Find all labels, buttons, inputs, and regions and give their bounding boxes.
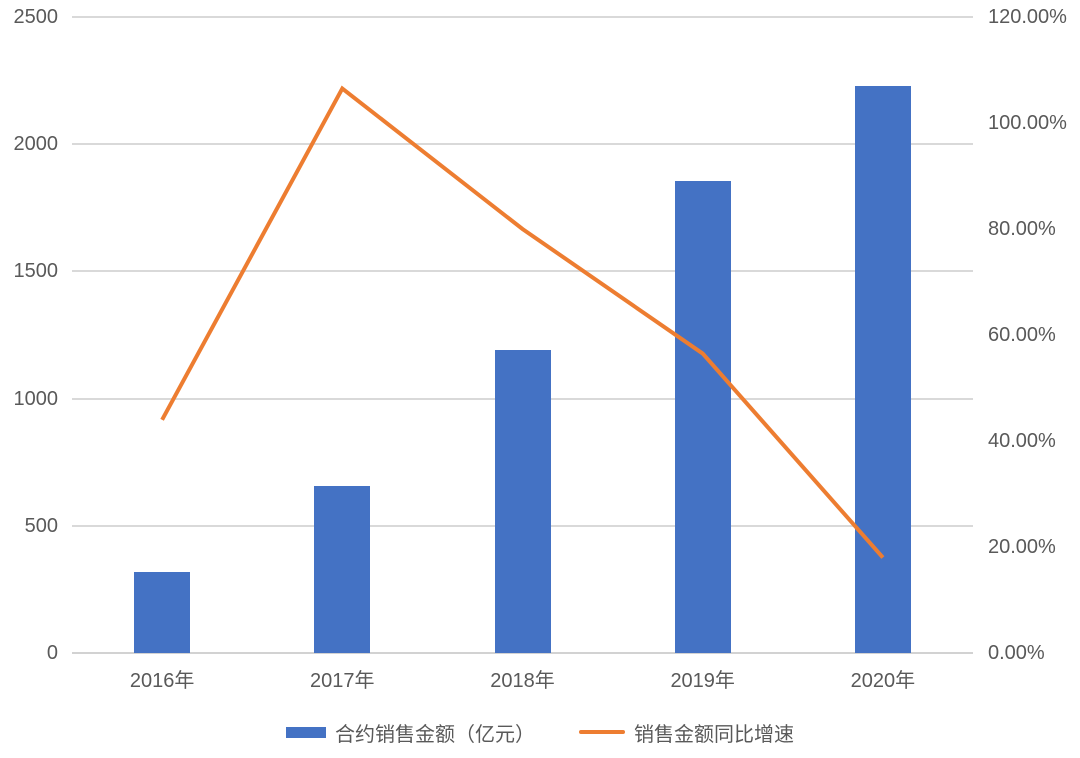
left-axis-tick-2000: 2000 [13,133,59,156]
x-axis-line [72,652,973,654]
legend: 合约销售金额（亿元） 销售金额同比增速 [0,716,1080,748]
bar-2020 [854,85,911,653]
right-axis-tick-100: 100.00% [988,112,1067,134]
x-axis-label-2019: 2019年 [670,670,735,692]
line-series-swatch-icon [579,730,625,734]
line-series-label: 销售金额同比增速 [634,723,794,746]
left-axis-tick-0: 0 [46,642,58,664]
bar-2018 [494,350,551,653]
gridline-2000 [72,143,973,146]
bar-2017 [314,485,371,653]
left-axis-tick-2500: 2500 [13,6,59,28]
x-axis-label-2020: 2020年 [850,670,916,692]
bar-2019 [674,181,731,653]
bar-series-swatch-icon [286,726,326,738]
right-axis-tick-120: 120.00% [988,6,1067,28]
gridline-1500 [72,270,973,273]
gridline-2500 [72,16,973,18]
left-axis-tick-1000: 1000 [13,387,59,410]
right-axis-tick-0: 0.00% [988,642,1045,664]
bar-series-label: 合约销售金额（亿元） [335,723,535,746]
x-axis-label-2016: 2016年 [129,670,195,692]
legend-item-bar-series: 合约销售金额（亿元） [286,718,535,747]
left-axis-tick-500: 500 [24,514,58,537]
right-axis-tick-80: 80.00% [988,218,1056,240]
x-axis-label-2017: 2017年 [310,670,375,692]
legend-item-line-series: 销售金额同比增速 [579,718,794,747]
right-axis-tick-20: 20.00% [988,536,1056,558]
right-axis-tick-40: 40.00% [988,430,1056,452]
bar-2016 [134,571,191,653]
x-axis-label-2018: 2018年 [490,670,555,692]
left-axis-tick-1500: 1500 [13,260,59,283]
right-axis-tick-60: 60.00% [988,324,1056,346]
